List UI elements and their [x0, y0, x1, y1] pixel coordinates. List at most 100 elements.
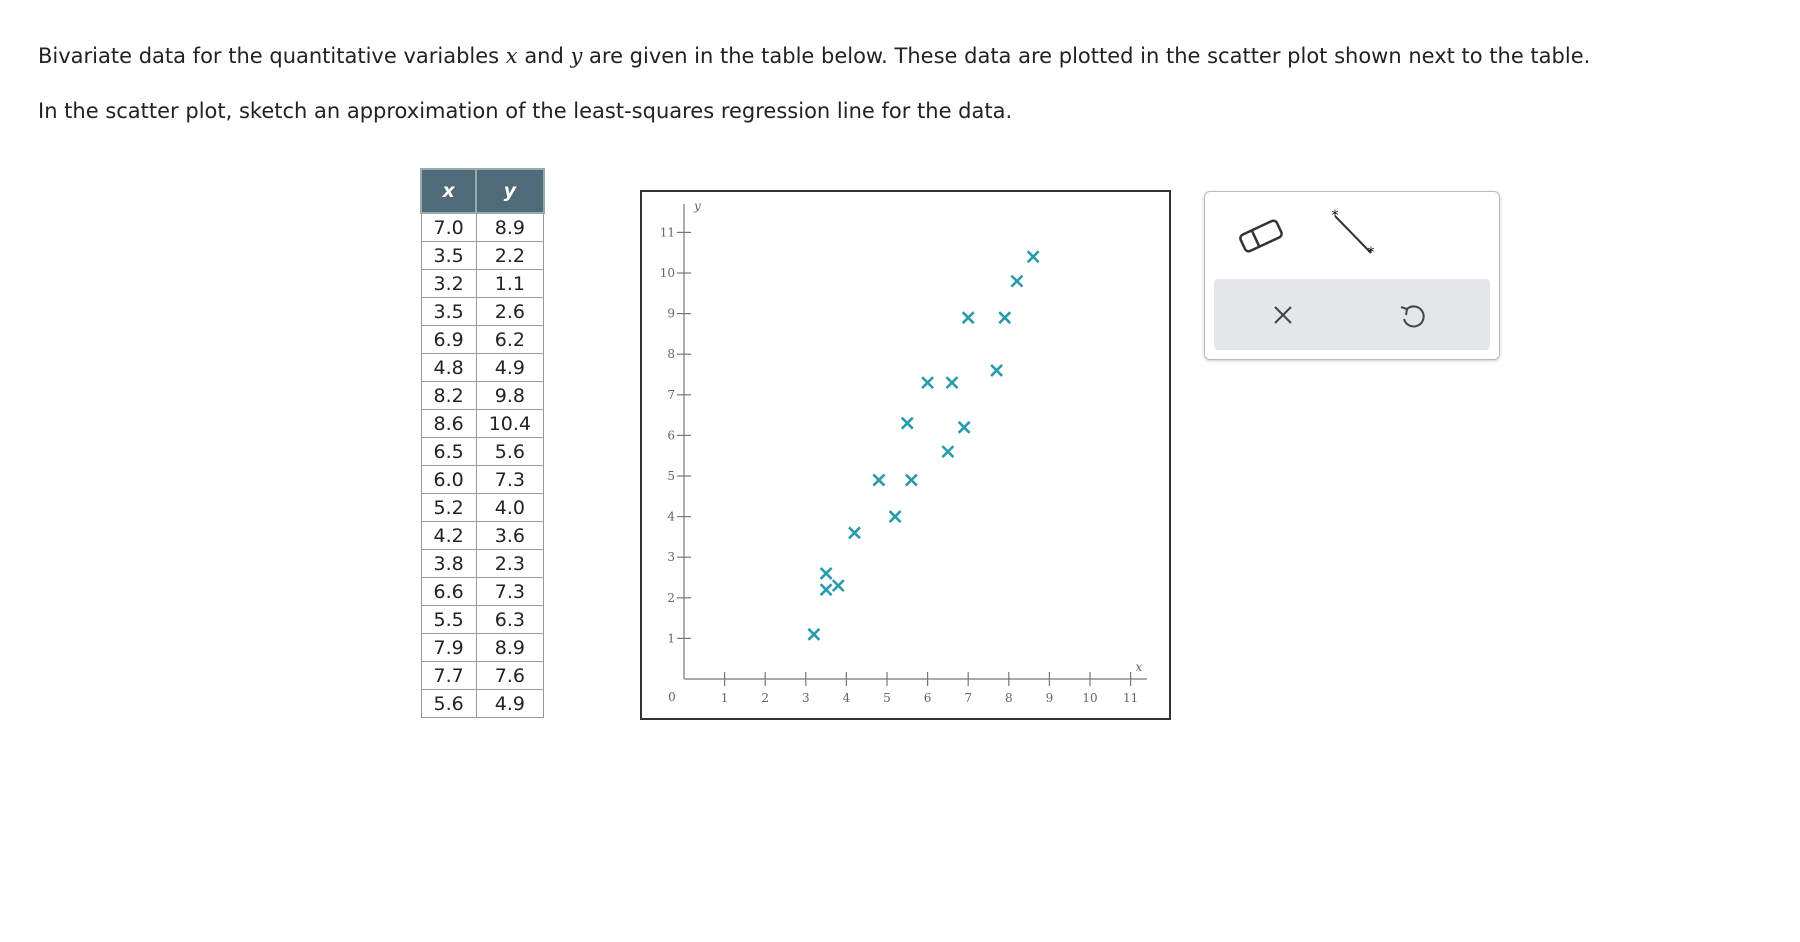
data-point	[848, 526, 861, 540]
table-cell: 2.6	[475, 297, 545, 326]
x-tick-label: 4	[843, 691, 851, 705]
table-cell: 8.9	[475, 633, 545, 662]
data-point	[819, 567, 833, 580]
table-cell: 2.3	[475, 549, 545, 578]
table-cell: 3.5	[420, 297, 477, 326]
data-point	[904, 473, 918, 487]
table-cell: 3.6	[475, 521, 545, 550]
table-row: 5.6 4.9	[420, 689, 545, 718]
table-cell: 7.6	[475, 661, 545, 690]
table-cell: 6.5	[420, 437, 477, 466]
y-tick-label: 11	[660, 225, 675, 239]
text: and	[517, 44, 571, 68]
data-point	[921, 376, 935, 390]
x-tick-label: 6	[924, 691, 932, 705]
table-row: 3.5 2.2	[420, 241, 545, 270]
table-cell: 10.4	[475, 409, 545, 438]
y-tick-label: 1	[667, 631, 675, 645]
table-row: 5.2 4.0	[420, 493, 545, 522]
x-tick-label: 10	[1082, 691, 1097, 705]
x-tick-label: 11	[1123, 691, 1138, 705]
text: Bivariate data for the quantitative vari…	[38, 44, 506, 68]
prompt-line: In the scatter plot, sketch an approxima…	[38, 99, 1013, 123]
column-header: y	[475, 168, 545, 214]
data-point	[872, 473, 886, 487]
y-tick-label: 7	[667, 388, 675, 402]
y-tick-label: 8	[667, 347, 675, 361]
data-point	[1026, 250, 1040, 264]
clear-button[interactable]	[1274, 306, 1292, 324]
data-point	[957, 420, 971, 434]
prompt-line: Bivariate data for the quantitative vari…	[38, 44, 1590, 68]
x-tick-label: 2	[761, 691, 769, 705]
table-cell: 7.3	[475, 577, 545, 606]
data-point	[945, 376, 959, 390]
table-cell: 5.6	[420, 689, 477, 718]
table-cell: 6.2	[475, 325, 545, 354]
x-tick-label: 7	[964, 691, 972, 705]
data-point	[961, 311, 975, 325]
data-point	[990, 364, 1004, 377]
table-row: 3.5 2.6	[420, 297, 545, 326]
data-point	[1010, 274, 1024, 288]
table-cell: 3.2	[420, 269, 477, 298]
x-tick-label: 1	[721, 691, 729, 705]
toolbar: * *	[1204, 191, 1500, 360]
x-tick-label: 5	[883, 691, 891, 705]
table-row: 8.6 10.4	[420, 409, 545, 438]
table-row: 6.5 5.6	[420, 437, 545, 466]
table-row: 7.9 8.9	[420, 633, 545, 662]
action-icons	[1274, 305, 1425, 328]
action-bar	[1214, 279, 1490, 350]
y-tick-label: 6	[667, 428, 675, 442]
table-cell: 4.8	[420, 353, 477, 382]
table-row: 6.0 7.3	[420, 465, 545, 494]
x-tick-label: 3	[802, 691, 810, 705]
table-cell: 6.0	[420, 465, 477, 494]
data-point	[807, 627, 821, 641]
data-point	[831, 579, 845, 593]
line-tool[interactable]: **	[1332, 208, 1375, 261]
table-cell: 5.6	[475, 437, 545, 466]
data-point	[998, 311, 1012, 325]
y-tick-label: 10	[660, 266, 675, 280]
table-cell: 1.1	[475, 269, 545, 298]
data-table: x y 7.0 8.9 3.5 2.2 3.2 1.1 3.5 2.6 6.9 6.2 4.8 4.9 8.…	[419, 168, 545, 718]
y-tick-label: 5	[667, 469, 675, 483]
table-cell: 4.9	[475, 689, 545, 718]
svg-text:*: *	[1368, 245, 1375, 261]
y-tick-label: 4	[667, 510, 675, 524]
table-row: 6.9 6.2	[420, 325, 545, 354]
table-cell: 7.0	[420, 212, 477, 242]
table-cell: 3.5	[420, 241, 477, 270]
y-tick-label: 2	[667, 591, 675, 605]
table-cell: 7.3	[475, 465, 545, 494]
text: are given in the table below. These data…	[582, 44, 1591, 68]
undo-button[interactable]	[1400, 305, 1425, 328]
table-cell: 8.9	[475, 212, 545, 242]
eraser-tool[interactable]	[1239, 219, 1283, 253]
data-point	[900, 416, 914, 430]
y-tick-label: 9	[667, 307, 675, 321]
variable: x	[505, 44, 518, 68]
x-axis-label: x	[1135, 660, 1142, 674]
data-point	[888, 510, 902, 524]
x-tick-label: 9	[1046, 691, 1054, 705]
origin-label: 0	[668, 690, 676, 704]
table-row: 3.2 1.1	[420, 269, 545, 298]
table-cell: 8.6	[420, 409, 477, 438]
variable: y	[570, 44, 583, 68]
data-point	[819, 583, 833, 597]
table-cell: 6.9	[420, 325, 477, 354]
table-row: 7.0 8.9	[420, 212, 545, 242]
table-cell: 7.9	[420, 633, 477, 662]
table-row: 4.2 3.6	[420, 521, 545, 550]
plot-frame	[640, 190, 1171, 720]
x-tick-label: 8	[1005, 691, 1013, 705]
column-header: x	[419, 168, 478, 214]
tool-icons: **	[1239, 208, 1375, 261]
svg-text:*: *	[1332, 208, 1339, 224]
y-axis-label: y	[693, 199, 701, 213]
